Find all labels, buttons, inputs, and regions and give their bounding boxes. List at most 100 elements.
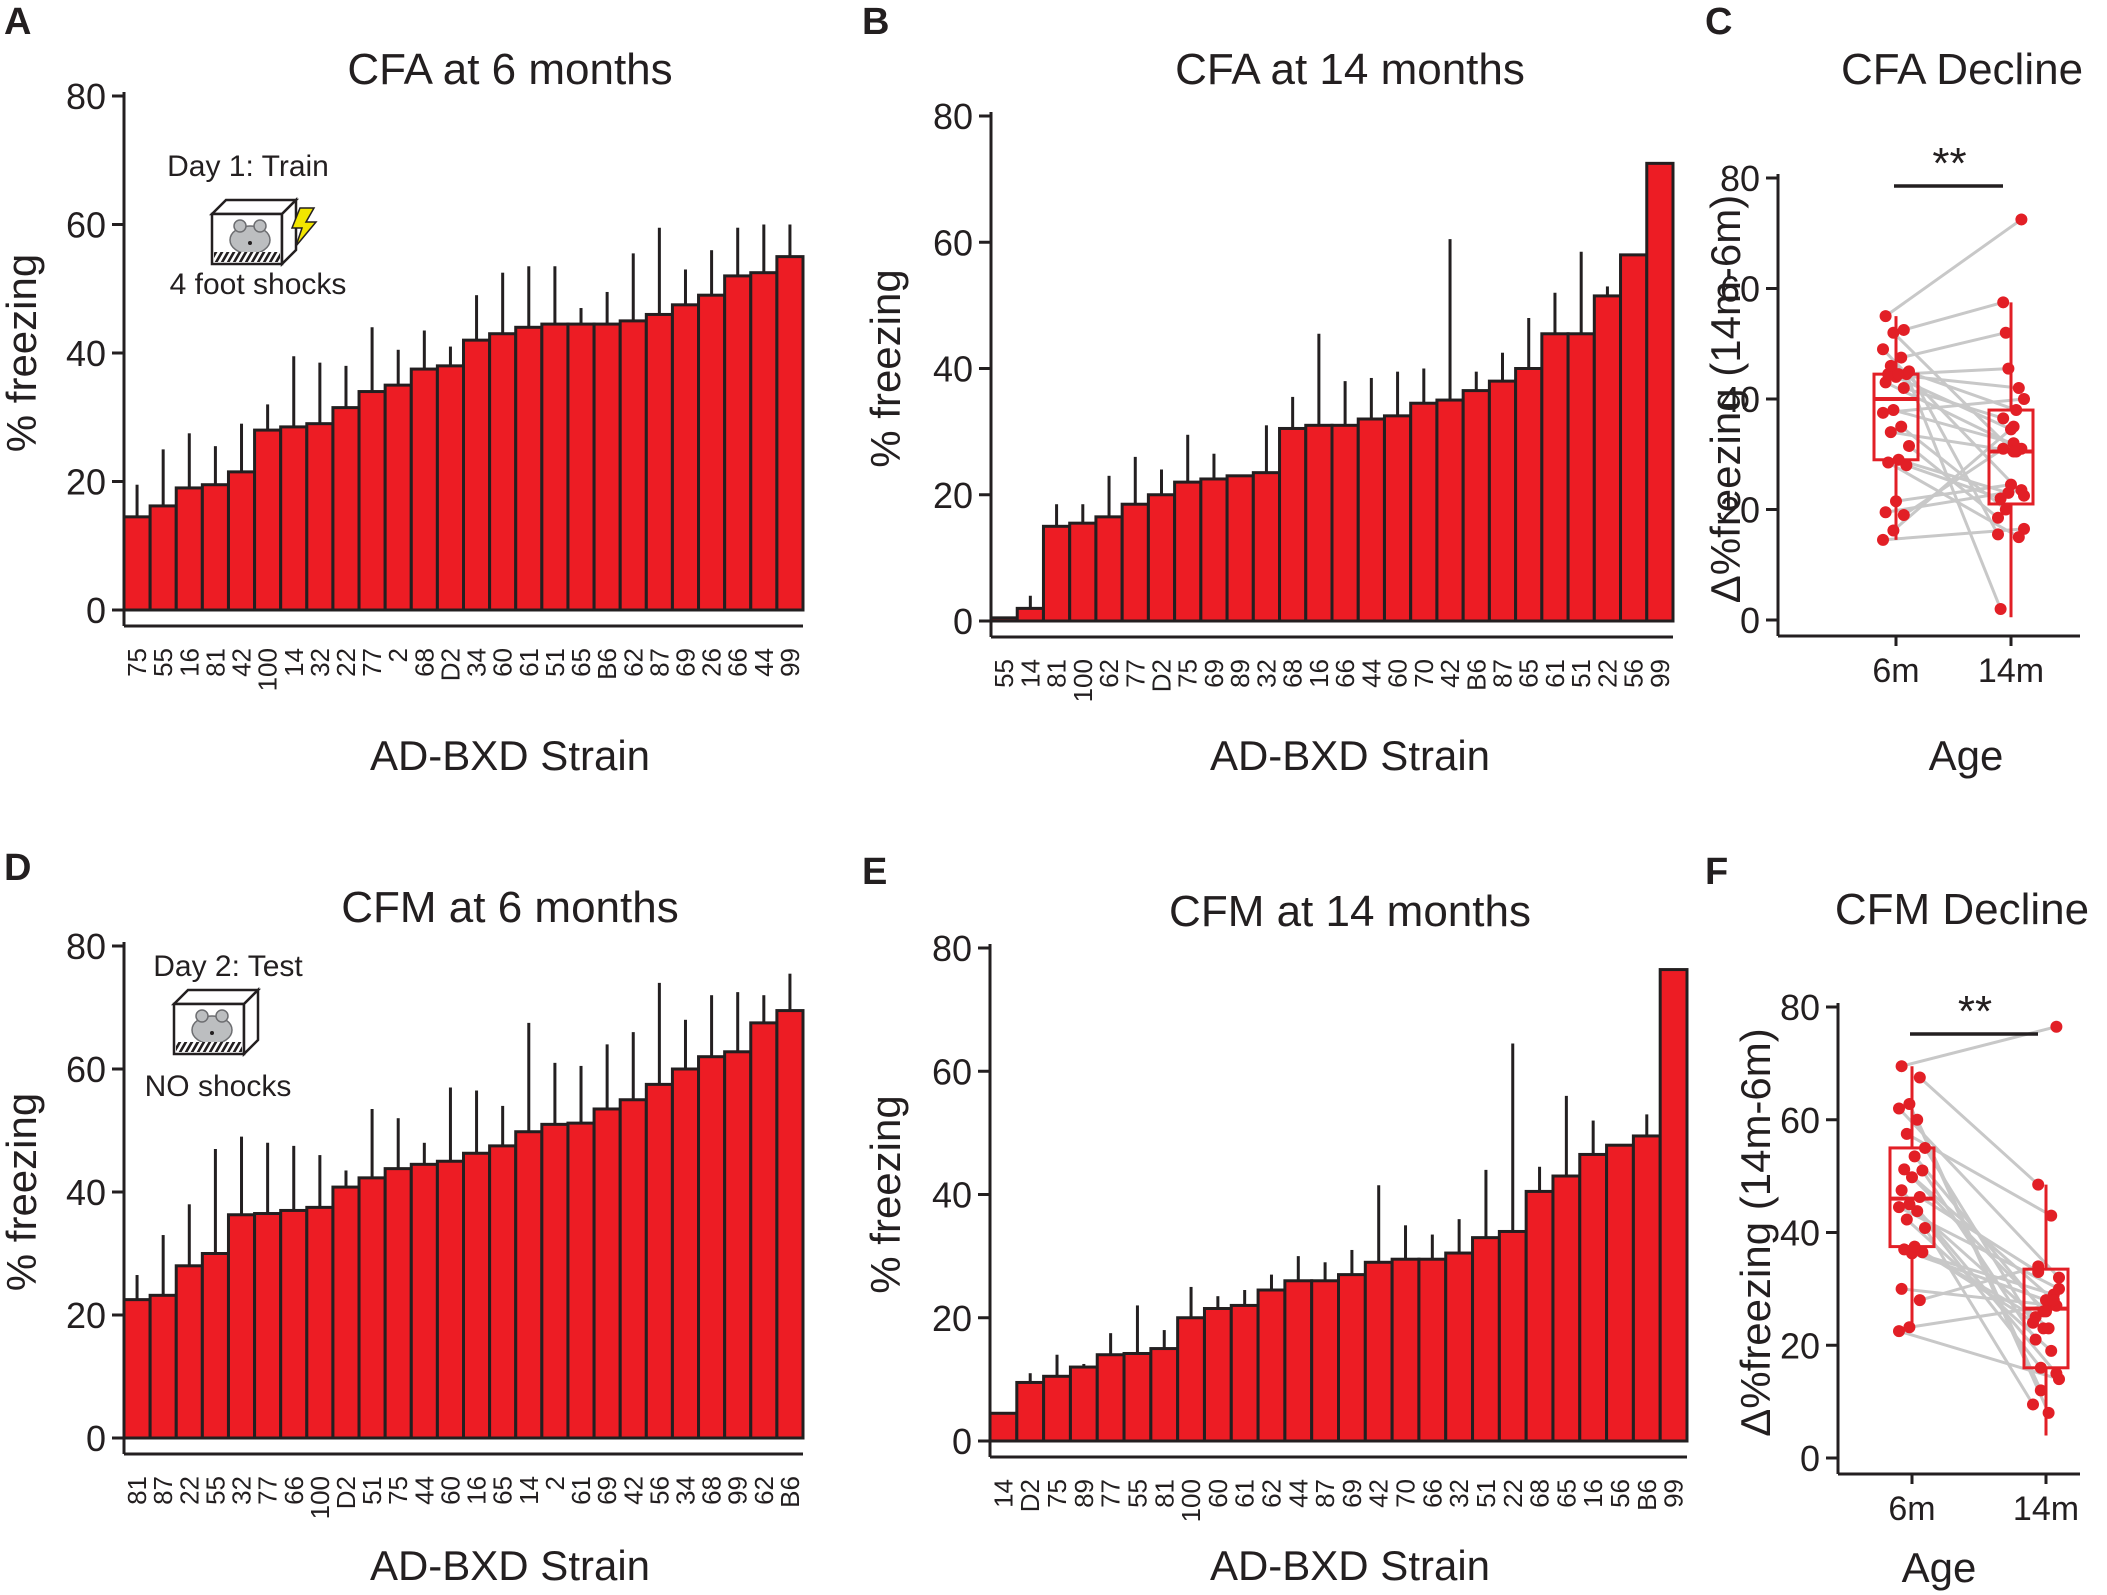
panel-e-x-tick-label: 62	[1256, 1479, 1286, 1508]
panel-e-bar	[1229, 1303, 1260, 1443]
panel-d-y-axis-title: % freezing	[0, 1093, 45, 1291]
panel-a-y-axis-title: % freezing	[0, 254, 45, 452]
panel-b-bar	[1566, 332, 1596, 623]
panel-d-x-tick-label: 44	[409, 1476, 439, 1505]
panel-b-x-tick-label: D2	[1147, 659, 1177, 692]
panel-a-bar	[618, 319, 648, 612]
panel-a-bar	[279, 425, 309, 612]
panel-a-x-tick-label: 100	[253, 648, 283, 691]
panel-b-bar	[1461, 389, 1491, 623]
panel-b-x-tick-label: 87	[1488, 659, 1518, 688]
panel-c-x-tick-label: 6m	[1872, 652, 1919, 690]
shock-chamber-icon	[208, 196, 300, 268]
panel-e-x-tick-label: 89	[1069, 1479, 1099, 1508]
panel-b-bar	[1251, 471, 1282, 623]
panel-f-point-6m	[1893, 1102, 1905, 1115]
panel-f-point-14m	[2034, 1361, 2047, 1374]
panel-a-x-tick-label: 87	[644, 648, 674, 677]
panel-e-bar	[1149, 1347, 1180, 1443]
panel-e-x-tick-label: 87	[1310, 1479, 1340, 1508]
panel-a-x-tick-label: 75	[122, 648, 152, 677]
panel-f-point-14m	[2045, 1209, 2058, 1222]
panel-c-y-tick-label: 40	[1720, 379, 1760, 420]
panel-c-point-6m	[1884, 359, 1897, 372]
panel-f-point-14m	[2037, 1305, 2050, 1318]
panel-d-bar	[697, 1055, 727, 1440]
panel-a-x-tick-label: 34	[462, 648, 492, 677]
panel-b-x-tick-label: 51	[1566, 659, 1596, 688]
panel-a-bar	[775, 255, 805, 612]
panel-c-point-14m	[2012, 531, 2025, 544]
panel-e-x-tick-label: D2	[1015, 1479, 1045, 1512]
panel-e-x-tick-label: 44	[1283, 1479, 1313, 1508]
panel-f-point-6m	[1903, 1097, 1916, 1110]
panel-b-y-tick-label: 20	[933, 475, 973, 516]
panel-a-bar-chart: 755516814210014322277268D23460615165B662…	[0, 45, 805, 779]
panel-a-y-tick-label: 40	[66, 333, 106, 374]
panel-b-chart-title: CFA at 14 months	[1175, 45, 1525, 94]
panel-a-bar	[253, 428, 283, 612]
panel-d-bar	[305, 1205, 335, 1440]
panel-a-bar	[409, 367, 439, 612]
panel-letter-e: E	[862, 851, 887, 893]
panel-d-x-tick-label: D2	[331, 1476, 361, 1509]
panel-d-x-tick-label: 22	[174, 1476, 204, 1505]
panel-b-x-tick-label: 22	[1592, 659, 1622, 688]
panel-d-x-axis-title: AD-BXD Strain	[370, 1542, 650, 1589]
panel-e-y-tick-label: 20	[932, 1298, 972, 1339]
panel-letter-b: B	[862, 1, 889, 43]
panel-f-box-plot: 6m 14m ** 0 20 40 60 80Δ%freezing (14m-6m) CFM D…	[1732, 885, 2089, 1591]
panel-b-bar	[1356, 417, 1386, 623]
panel-d-chart-title: CFM at 6 months	[341, 883, 678, 932]
panel-b-x-tick-label: 61	[1540, 659, 1570, 688]
panel-c-point-6m	[1897, 509, 1910, 522]
panel-e-x-tick-label: 68	[1525, 1479, 1555, 1508]
panel-a-bar	[331, 406, 361, 612]
panel-c-y-tick-label: 0	[1740, 600, 1760, 641]
panel-b-bar	[1382, 414, 1413, 623]
panel-a-bar	[723, 274, 753, 612]
panel-b-bar	[1199, 477, 1229, 623]
panel-c-point-14m	[2002, 362, 2015, 375]
panel-c-point-14m	[1999, 503, 2012, 516]
panel-f-point-6m	[1895, 1282, 1908, 1295]
panel-d-x-tick-label: 65	[488, 1476, 518, 1505]
panel-b-bar	[1278, 426, 1308, 623]
panel-b-bar	[1619, 253, 1649, 623]
panel-c-y-tick-label: 20	[1720, 490, 1760, 531]
panel-e-bar-chart: 14D2758977558110060616244876942706632512…	[862, 887, 1689, 1589]
panel-f-point-6m	[1903, 1321, 1916, 1334]
panel-b-x-tick-label: 77	[1120, 659, 1150, 688]
panel-c-point-14m	[2007, 445, 2020, 458]
panel-d-x-tick-label: 69	[592, 1476, 622, 1505]
panel-b-bar	[1015, 606, 1045, 623]
panel-d-bar	[122, 1298, 152, 1440]
panel-a-x-tick-label: B6	[592, 648, 622, 680]
panel-b-bar	[1304, 423, 1334, 623]
panel-d-bar	[514, 1130, 544, 1440]
panel-a-x-tick-label: 61	[514, 648, 544, 677]
panel-a-bar	[592, 322, 622, 612]
panel-b-x-tick-label: 70	[1409, 659, 1439, 688]
panel-d-x-tick-label: 34	[670, 1476, 700, 1505]
panel-f-y-tick-label: 80	[1780, 987, 1820, 1028]
panel-d-bar	[200, 1252, 230, 1440]
panel-a-x-tick-label: 66	[723, 648, 753, 677]
panel-f-point-14m	[2029, 1333, 2042, 1346]
panel-d-bar	[174, 1264, 204, 1440]
panel-c-point-6m	[1890, 495, 1902, 508]
panel-d-x-tick-label: 99	[723, 1476, 753, 1505]
panel-f-point-6m	[1903, 1198, 1916, 1211]
panel-e-x-tick-label: 99	[1659, 1479, 1689, 1508]
panel-f-point-6m	[1919, 1141, 1931, 1154]
inset-d-top-label: Day 2: Test	[153, 950, 303, 983]
panel-e-bar	[1444, 1251, 1475, 1443]
panel-d-x-tick-label: 66	[279, 1476, 309, 1505]
panel-f-point-14m	[2042, 1322, 2055, 1335]
panel-c-point-6m	[1877, 533, 1889, 546]
panel-c-point-6m	[1877, 406, 1889, 419]
panel-c-point-14m	[1992, 528, 2004, 541]
panel-f-point-6m	[1916, 1164, 1929, 1177]
panel-e-bar	[1524, 1189, 1555, 1443]
